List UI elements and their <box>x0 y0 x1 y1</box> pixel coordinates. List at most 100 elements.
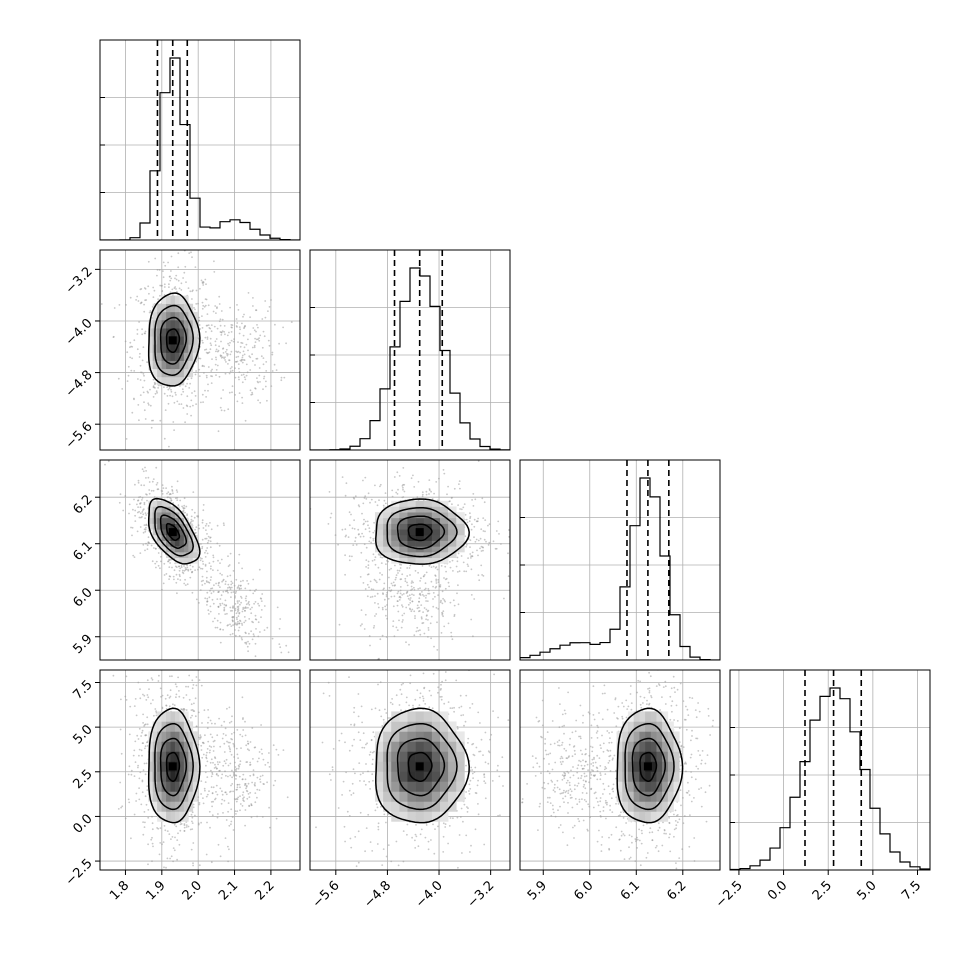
density-cell <box>374 534 384 541</box>
density-cell <box>174 295 180 305</box>
density-cell <box>662 781 669 792</box>
density-cell <box>170 368 176 378</box>
density-cell <box>170 352 176 361</box>
density-cell <box>179 540 185 547</box>
density-cell <box>423 552 433 559</box>
density-cell <box>616 791 623 802</box>
density-cell <box>374 761 384 772</box>
density-cell <box>399 801 408 812</box>
density-cell <box>440 711 449 722</box>
density-cell <box>188 771 194 782</box>
density-cell <box>399 529 408 536</box>
density-cell <box>431 751 441 762</box>
density-cell <box>192 771 198 782</box>
density-cell <box>448 771 457 782</box>
density-cell <box>192 352 198 361</box>
density-cell <box>423 517 433 524</box>
density-cell <box>633 711 640 722</box>
density-cell <box>423 801 433 812</box>
scatter-panel-2-3 <box>310 460 510 660</box>
density-cell <box>179 512 185 519</box>
density-cell <box>157 761 162 772</box>
density-cell <box>166 751 171 762</box>
density-cell <box>170 517 176 524</box>
density-cell <box>662 791 669 802</box>
density-cell <box>170 546 176 553</box>
y-tick-label: −4.8 <box>63 368 96 401</box>
density-cell <box>183 771 189 782</box>
density-cell <box>440 811 449 822</box>
density-cell <box>667 741 674 752</box>
density-cell <box>166 500 171 507</box>
density-cell <box>179 311 185 321</box>
density-cell <box>161 376 167 386</box>
density-cell <box>161 295 167 305</box>
axes-frame <box>99 669 301 871</box>
density-cell <box>407 711 416 722</box>
density-cell <box>431 546 441 553</box>
density-cell <box>391 529 400 536</box>
density-cell <box>166 741 171 752</box>
density-cell <box>157 311 162 321</box>
density-cell <box>423 529 433 536</box>
density-cell <box>174 811 180 822</box>
density-cell <box>650 741 657 752</box>
density-cell <box>633 761 640 772</box>
density-cell <box>456 529 465 536</box>
density-cell <box>407 506 416 513</box>
density-cell <box>157 512 162 519</box>
density-cell <box>633 771 640 782</box>
density-cell <box>188 352 194 361</box>
contour-line <box>375 707 470 824</box>
contour-line <box>147 497 201 565</box>
density-cell <box>161 534 167 541</box>
density-cell <box>440 523 449 530</box>
density-cell <box>662 731 669 742</box>
density-cell <box>170 311 176 321</box>
contour-line <box>386 722 458 811</box>
density-cell <box>170 506 176 513</box>
density-cell <box>639 811 646 822</box>
density-cell <box>431 557 441 564</box>
density-cell <box>157 344 162 353</box>
density-cell <box>456 791 465 802</box>
density-cell <box>170 711 176 722</box>
density-cell <box>415 721 425 732</box>
density-cell <box>161 751 167 762</box>
density-cell <box>374 781 384 792</box>
density-cell <box>431 711 441 722</box>
contour-line <box>624 722 675 811</box>
density-cell <box>673 761 680 772</box>
density-cell <box>170 295 176 305</box>
density-cell <box>192 731 198 742</box>
density-cell <box>188 791 194 802</box>
y-tick-label: 6.0 <box>70 585 95 610</box>
density-cell <box>667 761 674 772</box>
density-cell <box>440 506 449 513</box>
density-cell <box>157 801 162 812</box>
density-cell <box>374 540 384 547</box>
density-cell <box>383 791 392 802</box>
density-cell <box>148 360 153 370</box>
density-cell <box>179 368 185 378</box>
scatter-panel-3-4 <box>520 670 720 870</box>
density-cell <box>399 512 408 519</box>
density-cell <box>616 751 623 762</box>
y-tick-label: 6.2 <box>70 492 95 517</box>
density-cell <box>391 781 400 792</box>
density-cell <box>161 741 167 752</box>
density-cell <box>179 303 185 313</box>
density-cell <box>407 557 416 564</box>
density-cell <box>148 352 153 361</box>
density-cell <box>456 731 465 742</box>
density-cell <box>166 761 171 772</box>
axes-frame <box>309 459 511 661</box>
density-cell <box>161 761 167 772</box>
contour-line <box>159 316 188 365</box>
contour-line <box>159 737 188 797</box>
density-cell <box>188 344 194 353</box>
density-cell <box>179 360 185 370</box>
density-cell <box>174 761 180 772</box>
density-cell <box>456 751 465 762</box>
density-cell <box>152 529 158 536</box>
